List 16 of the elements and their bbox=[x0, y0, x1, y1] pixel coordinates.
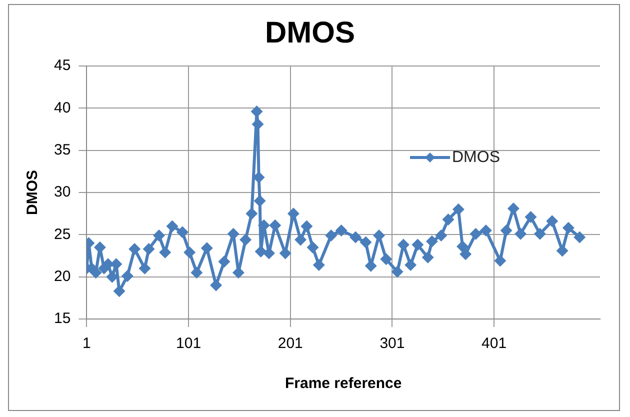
x-tick-label: 1 bbox=[82, 335, 91, 352]
x-tick-label: 101 bbox=[176, 335, 202, 352]
y-tick-label: 30 bbox=[54, 184, 71, 201]
y-tick-label: 40 bbox=[54, 99, 71, 116]
y-tick-label: 20 bbox=[54, 268, 71, 285]
legend-label: DMOS bbox=[452, 148, 500, 166]
y-axis-title: DMOS bbox=[24, 170, 42, 215]
x-tick-label: 401 bbox=[482, 335, 507, 352]
y-tick-label: 15 bbox=[54, 310, 71, 328]
y-tick-label: 45 bbox=[54, 57, 71, 74]
x-axis-title: Frame reference bbox=[284, 375, 402, 392]
chart-title: DMOS bbox=[265, 16, 355, 50]
x-tick-label: 201 bbox=[278, 335, 303, 352]
y-tick-label: 25 bbox=[54, 226, 71, 243]
y-tick-label: 35 bbox=[54, 141, 71, 158]
x-tick-label: 301 bbox=[380, 335, 405, 352]
